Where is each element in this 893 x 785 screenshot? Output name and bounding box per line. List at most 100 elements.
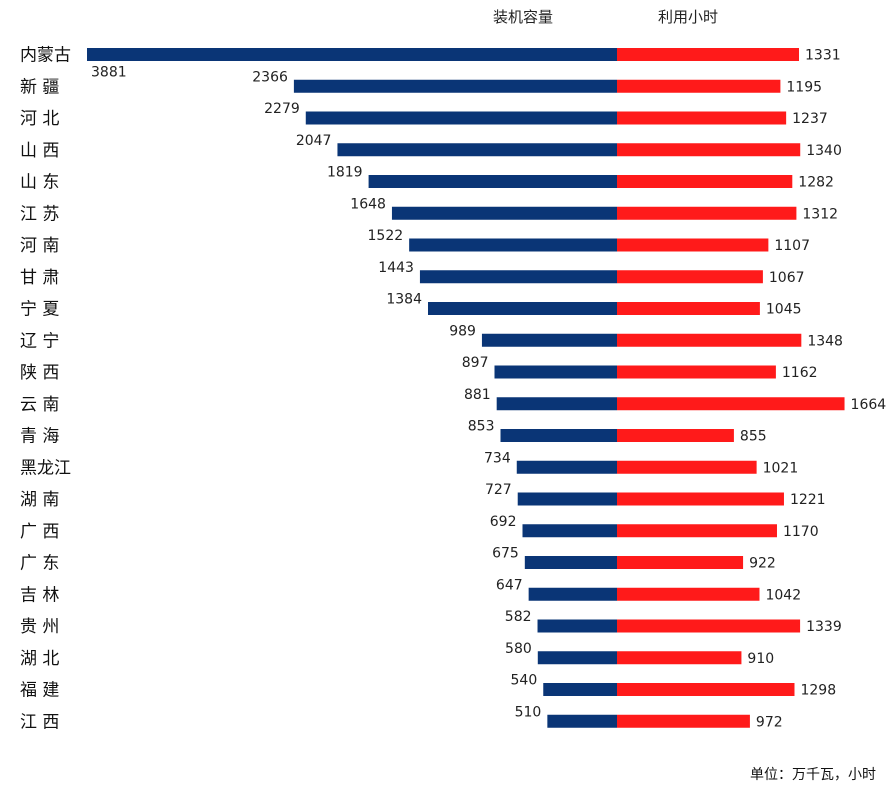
value-label-capacity: 2279	[264, 101, 300, 117]
bar-capacity	[496, 397, 617, 411]
bar-hours	[617, 556, 744, 569]
bar-hours	[617, 492, 784, 506]
bar-capacity	[524, 556, 617, 569]
value-label-capacity: 1443	[378, 260, 414, 276]
bar-hours	[617, 333, 802, 347]
bar-hours	[617, 79, 781, 93]
bar-capacity	[293, 79, 617, 93]
value-label-hours: 1312	[802, 206, 838, 222]
bar-hours	[617, 48, 799, 61]
value-label-hours: 1221	[790, 492, 826, 508]
category-label: 山 东	[20, 173, 59, 193]
value-label-capacity: 2366	[252, 69, 288, 85]
bar-capacity	[537, 619, 617, 633]
value-label-capacity: 692	[490, 514, 517, 530]
category-label: 江 苏	[20, 204, 59, 224]
category-label: 湖 北	[20, 649, 59, 669]
value-label-capacity: 3881	[91, 65, 127, 81]
category-label: 广 西	[20, 522, 59, 542]
category-label: 河 南	[20, 236, 59, 256]
bar-capacity	[500, 429, 617, 442]
category-label: 内蒙古	[20, 46, 71, 66]
category-label: 黑龙江	[20, 458, 71, 478]
bar-hours	[617, 302, 760, 315]
value-label-capacity: 727	[485, 482, 512, 498]
value-label-hours: 1021	[763, 460, 799, 476]
value-label-hours: 1340	[806, 143, 842, 159]
value-label-capacity: 1648	[350, 196, 386, 212]
value-label-capacity: 2047	[296, 133, 332, 149]
category-label: 陕 西	[20, 363, 59, 383]
bar-hours	[617, 143, 801, 157]
category-label: 广 东	[20, 554, 59, 574]
value-label-hours: 972	[756, 714, 783, 730]
value-label-capacity: 675	[492, 546, 519, 562]
bar-hours	[617, 206, 797, 220]
value-label-hours: 1045	[766, 302, 802, 318]
category-label: 湖 南	[20, 490, 59, 510]
category-label: 云 南	[20, 395, 59, 415]
value-label-hours: 1348	[807, 333, 843, 349]
bar-capacity	[517, 492, 617, 506]
value-label-capacity: 647	[496, 577, 523, 593]
value-label-capacity: 1384	[386, 292, 422, 308]
value-label-hours: 922	[749, 556, 776, 572]
value-label-hours: 1162	[782, 365, 818, 381]
bar-hours	[617, 683, 795, 696]
value-label-hours: 1237	[792, 111, 828, 127]
bar-hours	[617, 460, 757, 474]
bar-hours	[617, 619, 801, 633]
bar-hours	[617, 365, 776, 379]
value-label-capacity: 989	[449, 323, 476, 339]
bar-capacity	[547, 714, 617, 728]
value-label-hours: 1170	[783, 524, 819, 540]
series-header-capacity: 装机容量	[493, 8, 553, 26]
bar-capacity	[516, 460, 617, 474]
category-label: 福 建	[20, 681, 59, 701]
bar-capacity	[537, 651, 617, 665]
category-label: 吉 林	[20, 585, 59, 605]
category-label: 河 北	[20, 109, 59, 129]
bar-capacity	[543, 683, 617, 696]
value-label-hours: 855	[740, 429, 767, 445]
bar-hours	[617, 238, 769, 252]
value-label-capacity: 582	[505, 609, 532, 625]
bar-capacity	[409, 238, 617, 252]
series-header-hours: 利用小时	[658, 8, 718, 26]
category-label: 甘 肃	[20, 268, 59, 288]
bar-hours	[617, 270, 763, 284]
bar-capacity	[305, 111, 617, 125]
category-label: 山 西	[20, 141, 59, 161]
bar-capacity	[391, 206, 617, 220]
value-label-hours: 1195	[786, 79, 822, 95]
value-label-hours: 910	[747, 651, 774, 667]
category-label: 新 疆	[20, 77, 59, 97]
bar-capacity	[337, 143, 617, 157]
value-label-hours: 1339	[806, 619, 842, 635]
bar-hours	[617, 175, 793, 188]
unit-note: 单位：万千瓦，小时	[750, 767, 876, 783]
value-label-capacity: 853	[468, 419, 495, 435]
category-label: 辽 宁	[20, 331, 59, 351]
value-label-capacity: 881	[464, 387, 491, 403]
value-label-capacity: 1819	[327, 165, 363, 181]
value-label-hours: 1042	[765, 587, 801, 603]
category-label: 贵 州	[20, 617, 59, 637]
bar-capacity	[427, 302, 617, 315]
value-label-hours: 1107	[774, 238, 810, 254]
category-label: 青 海	[20, 427, 59, 447]
value-label-hours: 1664	[851, 397, 887, 413]
chart-rows: 内蒙古 3881 1331 新 疆 2366 1195 河 北 2279 1237 山 西 2047…	[20, 46, 886, 733]
bar-capacity	[368, 175, 617, 188]
value-label-capacity: 897	[462, 355, 489, 371]
bar-hours	[617, 429, 734, 442]
bar-hours	[617, 587, 760, 601]
bar-capacity	[419, 270, 617, 284]
category-label: 宁 夏	[20, 300, 59, 320]
bar-capacity	[528, 587, 617, 601]
bar-hours	[617, 111, 787, 125]
value-label-hours: 1067	[769, 270, 805, 286]
bar-hours	[617, 651, 742, 665]
value-label-capacity: 540	[511, 673, 538, 689]
